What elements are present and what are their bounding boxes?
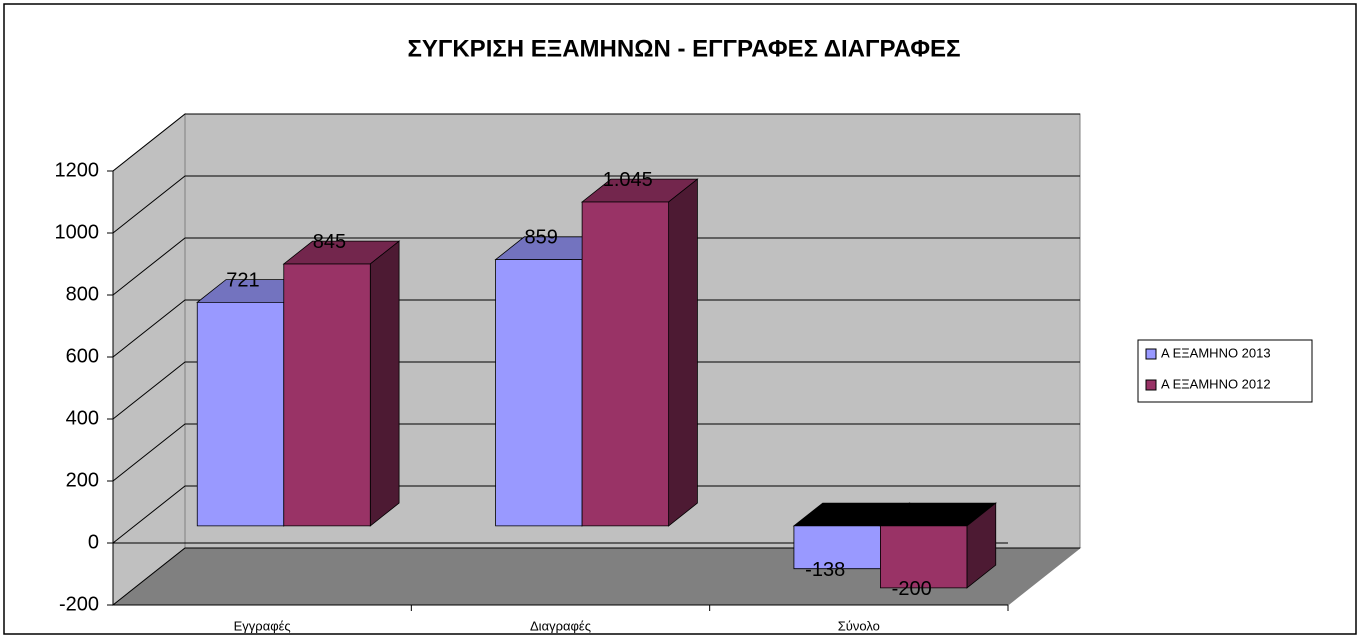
bar-front bbox=[196, 301, 285, 527]
grid-line bbox=[112, 423, 1080, 482]
bar bbox=[879, 502, 997, 589]
grid-line bbox=[112, 361, 1080, 420]
y-tick-label: 600 bbox=[66, 345, 99, 367]
legend-swatch bbox=[1145, 379, 1157, 391]
x-tick-label: Διαγραφές bbox=[530, 618, 591, 633]
grid-line bbox=[112, 485, 1080, 544]
grid-line bbox=[112, 299, 1080, 358]
y-tick-label: 1000 bbox=[55, 221, 100, 243]
legend-box bbox=[1137, 339, 1313, 403]
grid-line bbox=[112, 237, 1080, 296]
y-tick-label: -200 bbox=[59, 593, 99, 615]
bar-front bbox=[495, 259, 583, 527]
x-tick-label: Εγγραφές bbox=[234, 618, 291, 633]
y-tick-label: 200 bbox=[66, 469, 99, 491]
bar-front bbox=[880, 525, 968, 589]
data-label: 1.045 bbox=[603, 169, 653, 191]
bar-side bbox=[668, 178, 698, 527]
grid-line bbox=[112, 175, 1080, 234]
y-tick-label: 1200 bbox=[55, 159, 100, 181]
legend-label: Α ΕΞΑΜΗΝΟ 2012 bbox=[1161, 376, 1271, 391]
bar bbox=[282, 240, 401, 527]
legend-swatch bbox=[1145, 348, 1157, 360]
bar-front bbox=[283, 263, 371, 527]
bar-side bbox=[369, 240, 400, 527]
grid-line bbox=[112, 113, 1080, 172]
bar-front bbox=[581, 201, 670, 527]
data-label: -200 bbox=[892, 578, 932, 600]
grid-line bbox=[112, 547, 1080, 606]
data-label: -138 bbox=[805, 559, 845, 581]
chart-title: ΣΥΓΚΡΙΣΗ ΕΞΑΜΗΝΩΝ - ΕΓΓΡΑΦΕΣ ΔΙΑΓΡΑΦΕΣ bbox=[408, 35, 961, 62]
y-tick-label: 0 bbox=[88, 531, 99, 553]
y-tick-label: 400 bbox=[66, 407, 99, 429]
plot-area: -200 0 200 400 600 800 1000 1200 Εγγραφές 721 845 Δ… bbox=[55, 112, 1082, 633]
side-wall bbox=[112, 112, 186, 607]
y-tick-label: 800 bbox=[66, 283, 99, 305]
x-tick-label: Σύνολο bbox=[838, 618, 880, 633]
legend-label: Α ΕΞΑΜΗΝΟ 2013 bbox=[1161, 345, 1271, 360]
bar bbox=[580, 178, 699, 527]
data-label: 859 bbox=[525, 226, 558, 248]
data-label: 721 bbox=[226, 269, 259, 291]
data-label: 845 bbox=[313, 231, 346, 253]
